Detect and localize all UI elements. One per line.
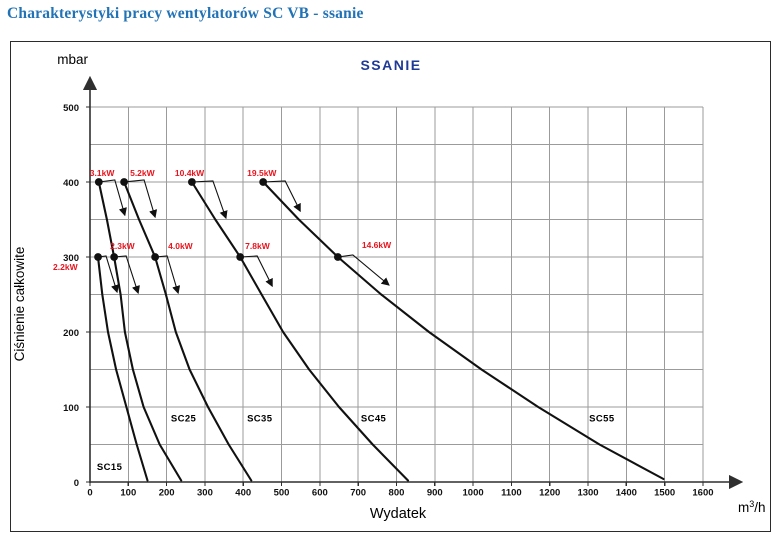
throttle-arrow-SC35-4.0kW xyxy=(155,255,181,295)
power-label-SC45-10.4kW: 10.4kW xyxy=(175,168,205,178)
power-label-SC15-2.2kW: 2.2kW xyxy=(53,262,79,272)
y-tick-label-0: 0 xyxy=(74,478,79,489)
curve-label-SC55: SC55 xyxy=(589,413,615,424)
operating-point-SC35-5.2kW xyxy=(120,178,128,186)
throttle-arrow-SC35-5.2kW xyxy=(124,179,158,219)
x-tick-label-500: 500 xyxy=(274,488,290,499)
curve-SC35 xyxy=(123,180,253,482)
x-axis-label: Wydatek xyxy=(370,506,427,522)
operating-point-SC35-4.0kW xyxy=(151,253,160,261)
curve-SC45 xyxy=(190,180,410,482)
throttle-arrow-SC25-2.3kW xyxy=(114,255,140,295)
operating-point-SC45-7.8kW xyxy=(236,253,245,261)
x-tick-label-1300: 1300 xyxy=(577,488,598,499)
x-axis-unit-label: m3/h xyxy=(738,499,766,515)
operating-point-SC25-2.3kW xyxy=(110,253,119,261)
power-label-SC35-5.2kW: 5.2kW xyxy=(130,168,156,178)
x-tick-label-1100: 1100 xyxy=(501,488,522,499)
curve-label-SC45: SC45 xyxy=(361,413,387,424)
throttle-arrow-SC45-10.4kW xyxy=(191,180,228,220)
y-tick-label-400: 400 xyxy=(63,178,79,189)
y-tick-label-500: 500 xyxy=(63,103,79,114)
x-tick-label-1500: 1500 xyxy=(654,488,675,499)
x-tick-label-0: 0 xyxy=(87,488,92,499)
curve-SC55 xyxy=(262,180,665,481)
chart-figure: 0 100 200 300 400 500 600 700 800 900 1000 1100 1200… xyxy=(10,41,771,532)
curve-SC25 xyxy=(97,180,183,482)
chart-svg: 0 100 200 300 400 500 600 700 800 900 1000 1100 1200… xyxy=(12,52,766,522)
x-tick-label-600: 600 xyxy=(312,488,328,499)
curve-label-SC25: SC25 xyxy=(171,413,197,424)
x-tick-label-900: 900 xyxy=(427,488,443,499)
throttle-arrow-SC55-19.5kW xyxy=(263,180,301,213)
power-label-SC25-3.1kW: 3.1kW xyxy=(90,168,116,178)
curve-label-SC15: SC15 xyxy=(97,462,123,473)
operating-point-SC25-3.1kW xyxy=(94,178,103,186)
throttle-arrow-SC55-14.6kW xyxy=(337,254,390,286)
x-tick-label-700: 700 xyxy=(350,488,366,499)
throttle-arrow-SC45-7.8kW xyxy=(240,255,273,288)
x-tick-label-1600: 1600 xyxy=(692,488,713,499)
power-label-SC55-14.6kW: 14.6kW xyxy=(362,240,392,250)
curve-label-SC35: SC35 xyxy=(247,413,273,424)
y-tick-label-300: 300 xyxy=(63,253,79,264)
y-tick-label-200: 200 xyxy=(63,328,79,339)
chart-title: SSANIE xyxy=(360,57,421,73)
x-tick-label-1400: 1400 xyxy=(616,488,637,499)
throttle-arrow-SC25-3.1kW xyxy=(98,179,127,217)
x-tick-label-800: 800 xyxy=(389,488,405,499)
operating-point-SC55-14.6kW xyxy=(333,253,342,261)
power-label-SC45-7.8kW: 7.8kW xyxy=(245,241,271,251)
x-tick-label-100: 100 xyxy=(120,488,136,499)
x-tick-label-1000: 1000 xyxy=(463,488,484,499)
y-tick-label-100: 100 xyxy=(63,403,79,414)
power-label-SC55-19.5kW: 19.5kW xyxy=(247,168,277,178)
operating-point-SC55-19.5kW xyxy=(259,178,268,186)
operating-point-SC45-10.4kW xyxy=(188,178,196,186)
x-tick-label-300: 300 xyxy=(197,488,213,499)
power-label-SC25-2.3kW: 2.3kW xyxy=(110,241,136,251)
operating-point-SC15-2.2kW xyxy=(94,253,102,261)
power-label-SC35-4.0kW: 4.0kW xyxy=(168,241,194,251)
page-title: Charakterystyki pracy wentylatorów SC VB… xyxy=(7,5,364,22)
y-axis-unit-label: mbar xyxy=(57,52,88,67)
y-axis-label: Ciśnienie całkowite xyxy=(12,247,27,362)
x-tick-label-400: 400 xyxy=(235,488,251,499)
x-tick-label-200: 200 xyxy=(159,488,175,499)
curve-SC15 xyxy=(96,255,149,482)
x-tick-label-1200: 1200 xyxy=(539,488,560,499)
